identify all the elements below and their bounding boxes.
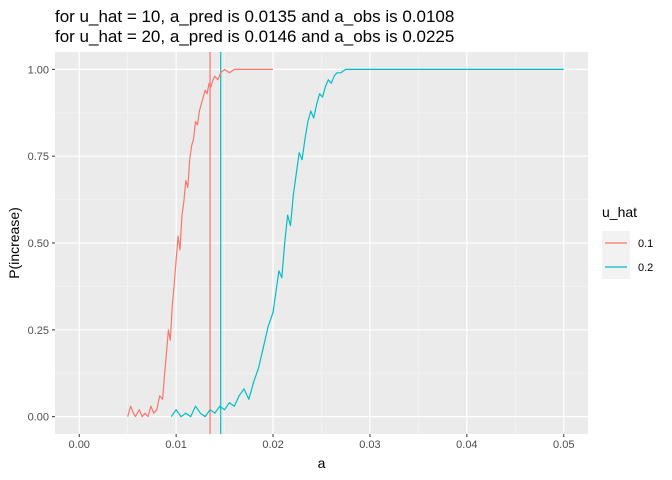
y-axis-ticks: 0.00 0.25 0.50 0.75 1.00 (28, 64, 55, 424)
legend-label-0.2: 0.2 (638, 262, 653, 274)
y-tick-label: 0.75 (28, 151, 49, 163)
x-axis-ticks: 0.00 0.01 0.02 0.03 0.04 0.05 (69, 434, 574, 451)
legend: u_hat 0.1 0.2 (602, 204, 653, 279)
chart-title-line-1: for u_hat = 10, a_pred is 0.0135 and a_o… (55, 7, 454, 26)
reference-lines (209, 52, 222, 434)
y-tick-label: 0.00 (28, 412, 49, 424)
x-tick-label: 0.00 (69, 439, 90, 451)
x-tick-label: 0.05 (553, 439, 574, 451)
x-tick-label: 0.02 (262, 439, 283, 451)
legend-title: u_hat (602, 204, 637, 220)
series-line-0.1 (127, 68, 273, 418)
series-line-0.2 (170, 68, 564, 418)
y-tick-label: 1.00 (28, 64, 49, 76)
series-lines (127, 68, 564, 418)
x-axis-title: a (318, 455, 326, 471)
x-tick-label: 0.01 (165, 439, 186, 451)
y-tick-label: 0.25 (28, 325, 49, 337)
x-tick-label: 0.04 (456, 439, 477, 451)
y-axis-title: P(increase) (6, 207, 22, 279)
y-tick-label: 0.50 (28, 238, 49, 250)
legend-label-0.1: 0.1 (638, 238, 653, 250)
x-tick-label: 0.03 (359, 439, 380, 451)
chart-title-line-2: for u_hat = 20, a_pred is 0.0146 and a_o… (55, 27, 454, 46)
